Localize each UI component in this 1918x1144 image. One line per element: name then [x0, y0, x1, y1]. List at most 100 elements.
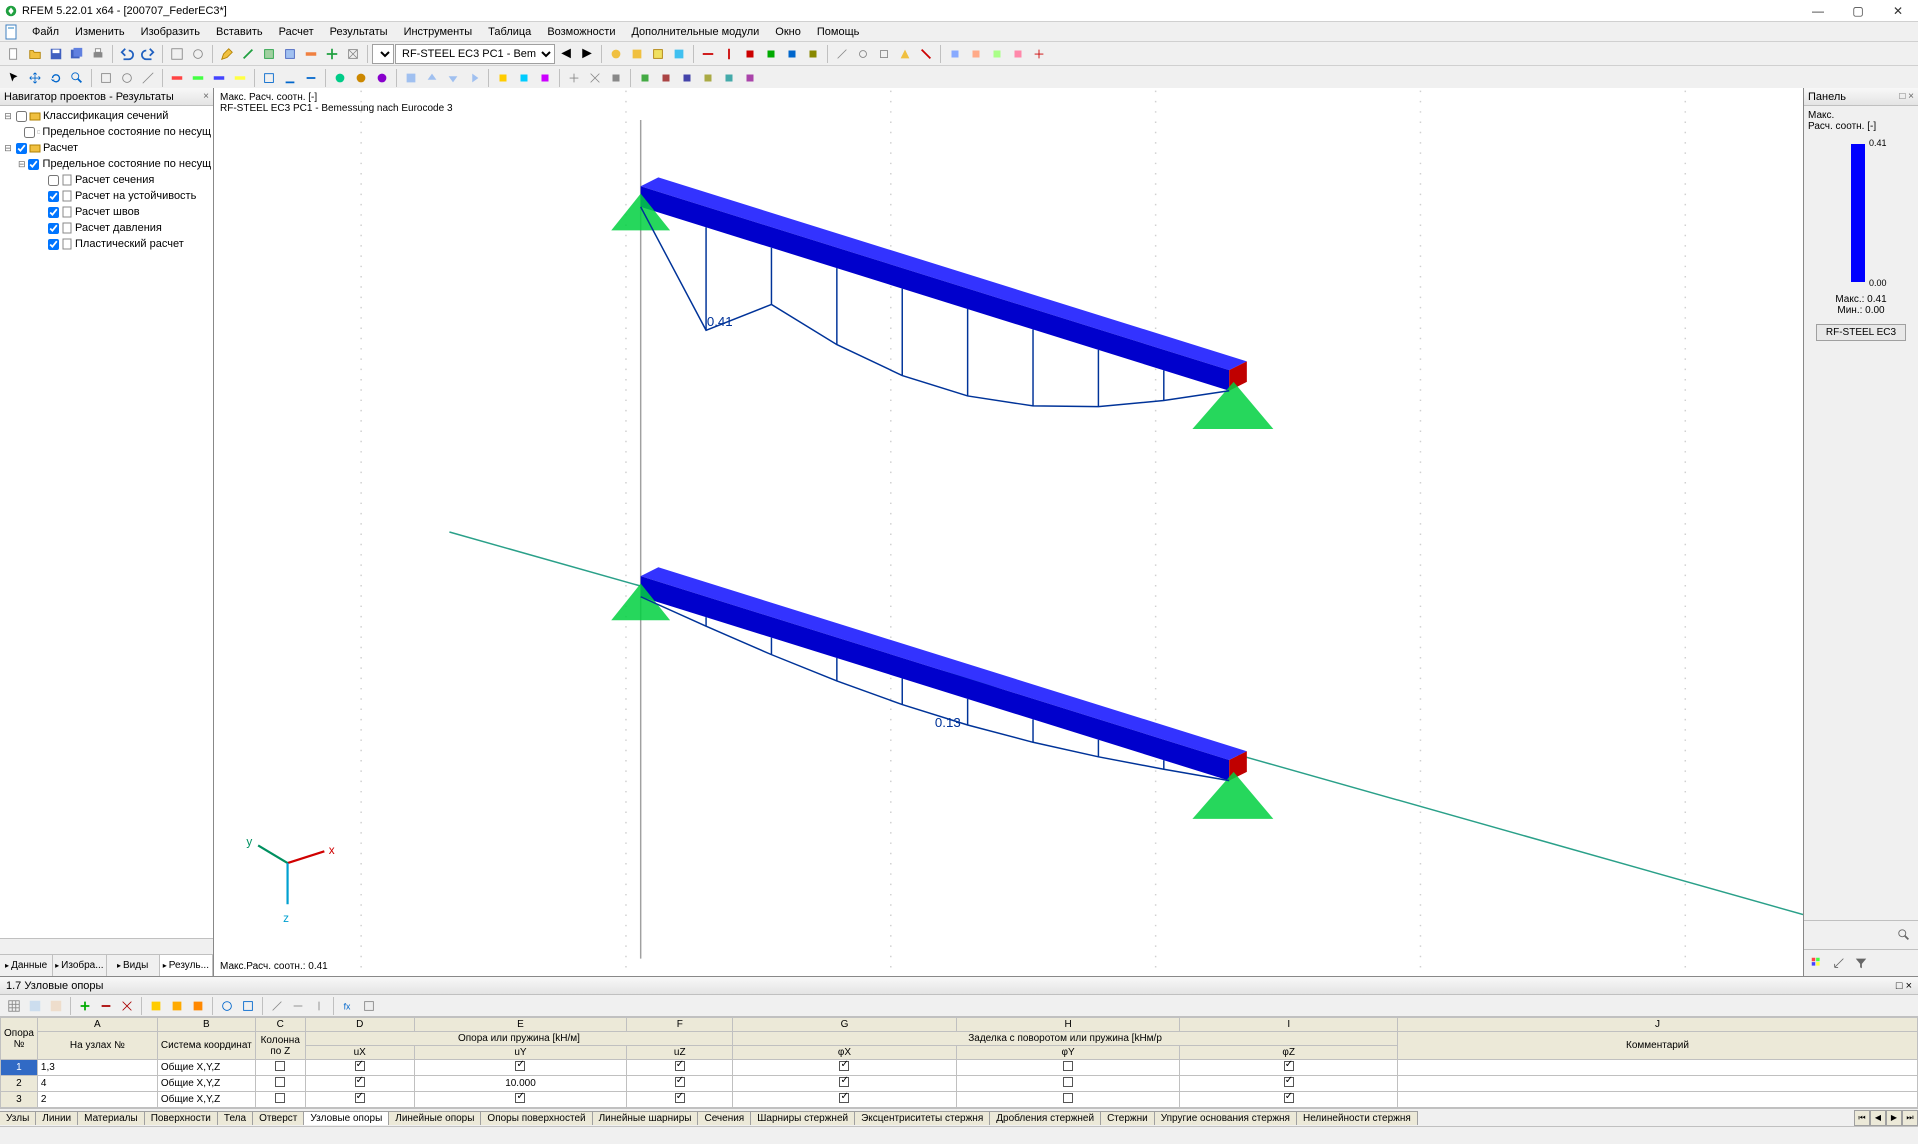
tree-checkbox[interactable]	[48, 207, 59, 218]
table-tab[interactable]: Стержни	[1100, 1111, 1155, 1125]
table-tab[interactable]: Материалы	[77, 1111, 145, 1125]
tab-nav-button[interactable]: ⏮	[1854, 1110, 1870, 1126]
tree-checkbox[interactable]	[16, 143, 27, 154]
tree-item[interactable]: Расчет на устойчивость	[2, 188, 211, 204]
table-tab[interactable]: Поверхности	[144, 1111, 218, 1125]
navigator-close-icon[interactable]: ×	[203, 91, 209, 102]
menu-Вставить[interactable]: Вставить	[208, 24, 271, 40]
tool-icon[interactable]	[832, 44, 852, 64]
table-tool-icon[interactable]	[167, 996, 187, 1016]
tool-icon[interactable]	[648, 44, 668, 64]
tree-checkbox[interactable]	[24, 127, 35, 138]
tree-item[interactable]: Расчет сечения	[2, 172, 211, 188]
tool-icon[interactable]	[322, 44, 342, 64]
tree-checkbox[interactable]	[48, 191, 59, 202]
tool-icon[interactable]	[740, 44, 760, 64]
tool-icon[interactable]	[138, 68, 158, 88]
tool-icon[interactable]	[1029, 44, 1049, 64]
tree-item[interactable]: ⊟Расчет	[2, 140, 211, 156]
view-icon[interactable]	[443, 68, 463, 88]
tree-checkbox[interactable]	[48, 223, 59, 234]
rotate-icon[interactable]	[46, 68, 66, 88]
table-tool-icon[interactable]	[4, 996, 24, 1016]
table-tab[interactable]: Дробления стержней	[989, 1111, 1101, 1125]
nav-tab[interactable]: ▸Данные	[0, 955, 53, 976]
tool-icon[interactable]	[351, 68, 371, 88]
tool-icon[interactable]	[280, 44, 300, 64]
menu-Файл[interactable]: Файл	[24, 24, 67, 40]
tool-icon[interactable]	[987, 44, 1007, 64]
nav-tab[interactable]: ▸Изобра...	[53, 955, 106, 976]
table-tool-icon[interactable]: fx	[338, 996, 358, 1016]
table-tool-icon[interactable]	[217, 996, 237, 1016]
move-icon[interactable]	[25, 68, 45, 88]
tool-icon[interactable]	[698, 68, 718, 88]
table-tool-icon[interactable]	[117, 996, 137, 1016]
table-tab[interactable]: Линейные опоры	[388, 1111, 481, 1125]
new-icon[interactable]	[4, 44, 24, 64]
tool-icon[interactable]	[188, 68, 208, 88]
tool-icon[interactable]	[96, 68, 116, 88]
tree-item[interactable]: Пластический расчет	[2, 236, 211, 252]
table-tab[interactable]: Эксцентриситеты стержня	[854, 1111, 990, 1125]
tool-icon[interactable]	[874, 44, 894, 64]
tool-icon[interactable]	[916, 44, 936, 64]
table-tool-icon[interactable]	[146, 996, 166, 1016]
menu-Помощь[interactable]: Помощь	[809, 24, 868, 40]
data-table[interactable]: Опора№ABCDEFGHIJНа узлах №Система коорди…	[0, 1017, 1918, 1108]
print-icon[interactable]	[88, 44, 108, 64]
tool-icon[interactable]	[656, 68, 676, 88]
view-icon[interactable]	[401, 68, 421, 88]
table-tool-icon[interactable]	[25, 996, 45, 1016]
tool-icon[interactable]	[343, 44, 363, 64]
tool-icon[interactable]	[167, 44, 187, 64]
tree-checkbox[interactable]	[48, 239, 59, 250]
save-all-icon[interactable]	[67, 44, 87, 64]
tree-item[interactable]: ⊟Предельное состояние по несущ	[2, 156, 211, 172]
tool-icon[interactable]	[719, 44, 739, 64]
menu-Инструменты[interactable]: Инструменты	[396, 24, 481, 40]
tool-icon[interactable]	[330, 68, 350, 88]
tree-item[interactable]: ⊟Классификация сечений	[2, 108, 211, 124]
tool-icon[interactable]	[627, 44, 647, 64]
open-icon[interactable]	[25, 44, 45, 64]
tool-icon[interactable]	[167, 68, 187, 88]
menu-Результаты[interactable]: Результаты	[322, 24, 396, 40]
table-tab[interactable]: Нелинейности стержня	[1296, 1111, 1418, 1125]
menu-Изменить[interactable]: Изменить	[67, 24, 133, 40]
tool-icon[interactable]	[585, 68, 605, 88]
tool-icon[interactable]	[230, 68, 250, 88]
table-tab[interactable]: Линии	[35, 1111, 78, 1125]
table-tab[interactable]: Сечения	[697, 1111, 751, 1125]
table-tab[interactable]: Тела	[217, 1111, 253, 1125]
tool-icon[interactable]	[782, 44, 802, 64]
tool-icon[interactable]	[259, 44, 279, 64]
cursor-icon[interactable]	[4, 68, 24, 88]
tool-icon[interactable]	[740, 68, 760, 88]
tool-icon[interactable]	[280, 68, 300, 88]
tab-nav-button[interactable]: ⏭	[1902, 1110, 1918, 1126]
menu-Возможности[interactable]: Возможности	[539, 24, 623, 40]
palette-icon[interactable]	[1808, 954, 1826, 972]
tool-icon[interactable]	[1008, 44, 1028, 64]
table-tab[interactable]: Упругие основания стержня	[1154, 1111, 1297, 1125]
tool-icon[interactable]	[372, 68, 392, 88]
tree-item[interactable]: Предельное состояние по несущ	[2, 124, 211, 140]
tool-icon[interactable]	[803, 44, 823, 64]
tree-checkbox[interactable]	[48, 175, 59, 186]
table-tab[interactable]: Узловые опоры	[303, 1111, 389, 1125]
nav-tab[interactable]: ▸Резуль...	[160, 955, 213, 976]
table-tool-icon[interactable]	[309, 996, 329, 1016]
tool-icon[interactable]	[514, 68, 534, 88]
prev-icon[interactable]: ◄	[556, 44, 576, 64]
table-tab[interactable]: Узлы	[0, 1111, 36, 1125]
tool-icon[interactable]	[259, 68, 279, 88]
combo-small[interactable]: ...	[372, 44, 394, 64]
table-tab[interactable]: Опоры поверхностей	[480, 1111, 592, 1125]
panel-close-icon[interactable]: □ ×	[1899, 91, 1914, 102]
tree-item[interactable]: Расчет давления	[2, 220, 211, 236]
table-tool-icon[interactable]	[238, 996, 258, 1016]
tool-icon[interactable]	[761, 44, 781, 64]
tool-icon[interactable]	[945, 44, 965, 64]
tool-icon[interactable]	[966, 44, 986, 64]
